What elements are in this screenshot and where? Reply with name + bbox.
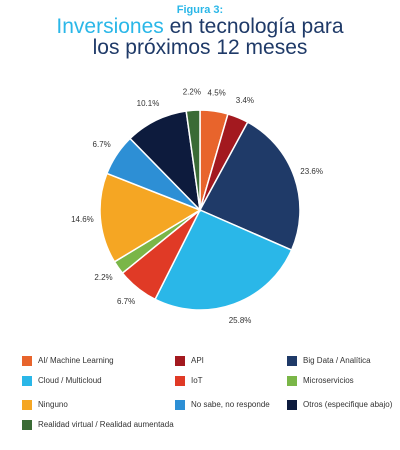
legend-label: Cloud / Multicloud (38, 376, 102, 385)
value-label: 23.6% (300, 167, 323, 176)
value-label: 2.2% (94, 273, 112, 282)
title-rest: en tecnología para los próximos 12 meses (92, 15, 344, 59)
legend-label: Ninguno (38, 400, 68, 409)
value-label: 6.7% (117, 297, 135, 306)
value-label: 6.7% (93, 140, 111, 149)
legend-label: No sabe, no responde (191, 400, 270, 409)
pie-slice (198, 121, 301, 252)
pie-slice (99, 172, 202, 263)
legend-swatch (175, 356, 185, 366)
title-highlight: Inversiones (56, 15, 164, 38)
legend-swatch (287, 400, 297, 410)
legend-swatch (22, 356, 32, 366)
figure-label: Figura 3: (176, 4, 224, 16)
value-label: 3.4% (236, 96, 254, 105)
value-label: 14.6% (71, 215, 94, 224)
legend-label: IoT (191, 376, 203, 385)
value-label: 10.1% (137, 99, 160, 108)
legend-swatch (175, 400, 185, 410)
legend-swatch (22, 400, 32, 410)
legend-label: Microservicios (303, 376, 354, 385)
legend-swatch (287, 356, 297, 366)
legend-swatch (287, 376, 297, 386)
legend-label: Realidad virtual / Realidad aumentada (38, 420, 174, 429)
pie-slice (154, 209, 293, 311)
value-label: 2.2% (183, 87, 201, 96)
legend-label: AI/ Machine Learning (38, 356, 114, 365)
value-label: 25.8% (229, 316, 252, 325)
pie-slice (185, 109, 201, 211)
chart-title: Inversiones en tecnología para los próxi… (50, 16, 350, 58)
legend-label: Otros (especifique abajo) (303, 400, 393, 409)
legend-swatch (22, 420, 32, 430)
legend-swatch (175, 376, 185, 386)
legend-label: Big Data / Analítica (303, 356, 371, 365)
value-label: 4.5% (208, 88, 226, 97)
legend-swatch (22, 376, 32, 386)
legend-label: API (191, 356, 204, 365)
